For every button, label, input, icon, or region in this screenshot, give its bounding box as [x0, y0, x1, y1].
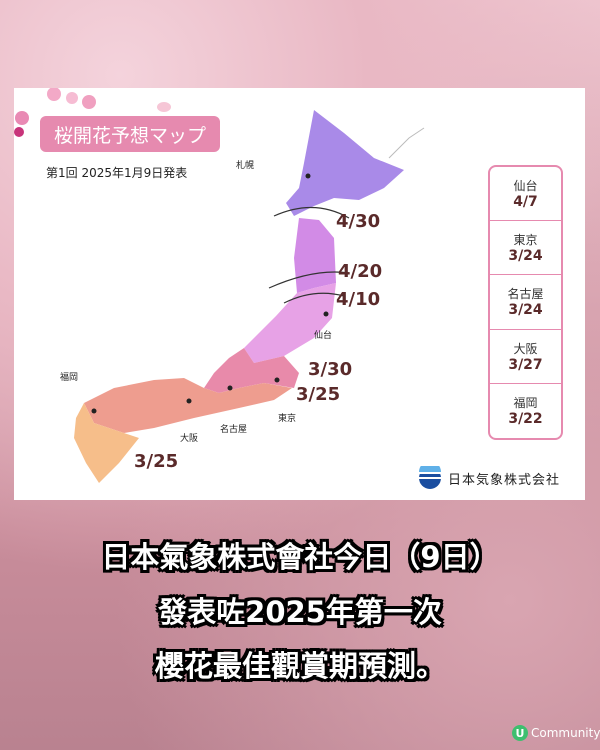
city-label: 福岡 [60, 373, 79, 383]
brand-watermark: U Community [512, 725, 600, 741]
cherry-blossom-decoration [14, 88, 171, 137]
caption-line: 櫻花最佳觀賞期預測。 [154, 649, 445, 683]
legend-date: 3/27 [508, 356, 543, 373]
legend-date: 3/22 [508, 411, 543, 428]
zone-west [84, 378, 292, 433]
brand-name: Community [531, 726, 600, 740]
city-label: 仙台 [314, 331, 333, 341]
company-name: 日本気象株式会社 [448, 472, 561, 488]
date-label: 3/25 [296, 384, 341, 405]
logo-icon [418, 466, 442, 489]
map-title: 桜開花予想マップ [40, 116, 220, 152]
zone-tohoku [244, 283, 336, 363]
legend-city: 福岡 [513, 396, 538, 411]
legend-date: 4/7 [513, 194, 538, 211]
legend-item: 東京 3/24 [490, 221, 561, 276]
legend-item: 仙台 4/7 [490, 167, 561, 222]
date-label: 3/25 [134, 451, 179, 472]
date-label: 4/20 [338, 261, 383, 282]
legend-item: 福岡 3/22 [490, 384, 561, 438]
company-logo: 日本気象株式会社 [418, 466, 560, 490]
legend-city: 名古屋 [507, 287, 544, 302]
legend-city: 仙台 [513, 179, 538, 194]
japan-map [14, 88, 425, 483]
legend-item: 名古屋 3/24 [490, 275, 561, 330]
city-label: 大阪 [180, 434, 199, 444]
zone-kyushu [74, 403, 139, 483]
date-label: 3/30 [308, 359, 353, 380]
city-forecast-legend: 仙台 4/7 東京 3/24 名古屋 3/24 大阪 3/27 福岡 3/22 [488, 165, 563, 440]
date-label: 4/10 [336, 289, 381, 310]
city-label: 札幌 [236, 161, 255, 171]
legend-date: 3/24 [508, 248, 543, 265]
legend-date: 3/24 [508, 302, 543, 319]
zone-hokkaido [286, 110, 404, 216]
city-label: 名古屋 [220, 425, 248, 435]
caption-line: 日本氣象株式會社今日（9日） [101, 540, 499, 574]
caption-line: 發表咗2025年第一次 [158, 595, 442, 629]
legend-city: 大阪 [513, 341, 538, 356]
publish-date: 第1回 2025年1月9日発表 [46, 166, 188, 180]
forecast-card: 桜開花予想マップ 第1回 2025年1月9日発表 4/30 4/20 4/10 … [14, 88, 585, 500]
legend-item: 大阪 3/27 [490, 330, 561, 384]
city-label: 東京 [278, 414, 297, 424]
u-logo-icon: U [512, 725, 528, 741]
date-label: 4/30 [336, 211, 381, 232]
legend-city: 東京 [513, 233, 538, 248]
zone-north-tohoku [294, 218, 336, 293]
